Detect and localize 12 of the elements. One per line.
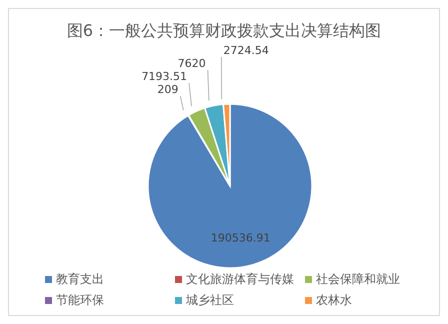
legend-label: 教育支出 [56,271,104,288]
data-label: 7620 [178,57,206,70]
legend-label: 城乡社区 [186,292,234,309]
legend-label: 社会保障和就业 [316,271,400,288]
data-label: 7193.51 [142,70,188,83]
legend-label: 文化旅游体育与传媒 [186,271,294,288]
data-label: 2724.54 [223,44,269,57]
data-label: 209 [157,83,178,96]
data-label: 190536.91 [210,231,270,244]
legend-label: 农林水 [316,292,352,309]
legend-label: 节能环保 [56,292,104,309]
chart-title: 图6：一般公共预算财政拨款支出决算结构图 [66,20,382,42]
